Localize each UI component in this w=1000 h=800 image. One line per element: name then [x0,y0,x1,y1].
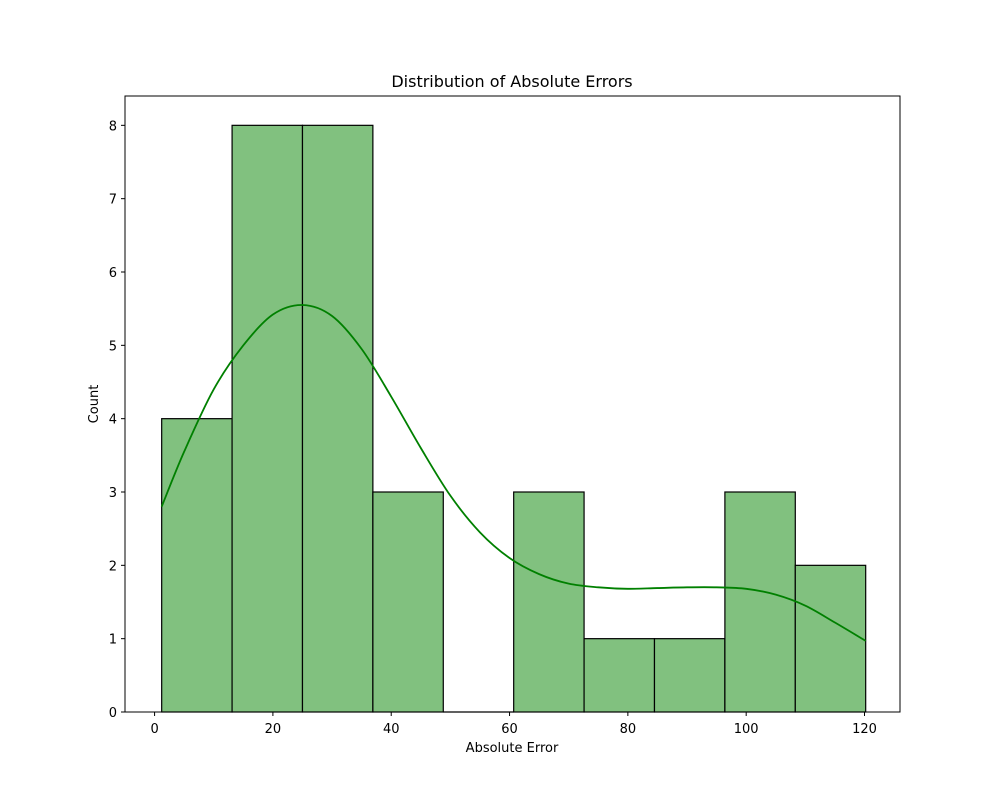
bars-layer [161,124,867,713]
histogram-bar [653,638,726,713]
y-tick-label: 4 [109,413,117,428]
kde-curve [160,304,867,642]
histogram-bar [583,638,656,713]
y-tick-label: 1 [109,633,117,648]
y-axis: 0 1 2 3 4 5 6 7 8 [109,119,125,721]
x-tick-label: 100 [734,722,759,737]
y-tick-label: 0 [109,706,117,721]
y-tick-label: 3 [109,486,117,501]
x-tick-label: 120 [852,722,877,737]
x-axis-label: Absolute Error [466,741,559,756]
x-tick-label: 40 [383,722,400,737]
y-tick-label: 5 [109,339,117,354]
y-tick-label: 7 [109,193,117,208]
x-tick-label: 0 [150,722,158,737]
histogram-bar [794,564,867,713]
histogram-bar [301,124,374,713]
x-tick-label: 80 [620,722,637,737]
chart-title: Distribution of Absolute Errors [391,72,632,91]
histogram-bar [724,491,796,713]
plot-frame [124,95,901,713]
y-axis-label: Count [87,385,102,424]
x-tick-label: 60 [501,722,518,737]
histogram-bar [161,418,233,713]
kde-layer [160,304,867,642]
histogram-bar [513,491,585,713]
y-tick-label: 2 [109,559,117,574]
histogram-bar [231,124,304,713]
y-tick-label: 6 [109,266,117,281]
histogram-bar [372,491,444,713]
y-tick-label: 8 [109,119,117,134]
x-axis: 0 20 40 60 80 100 120 [150,712,877,737]
x-tick-label: 20 [265,722,282,737]
